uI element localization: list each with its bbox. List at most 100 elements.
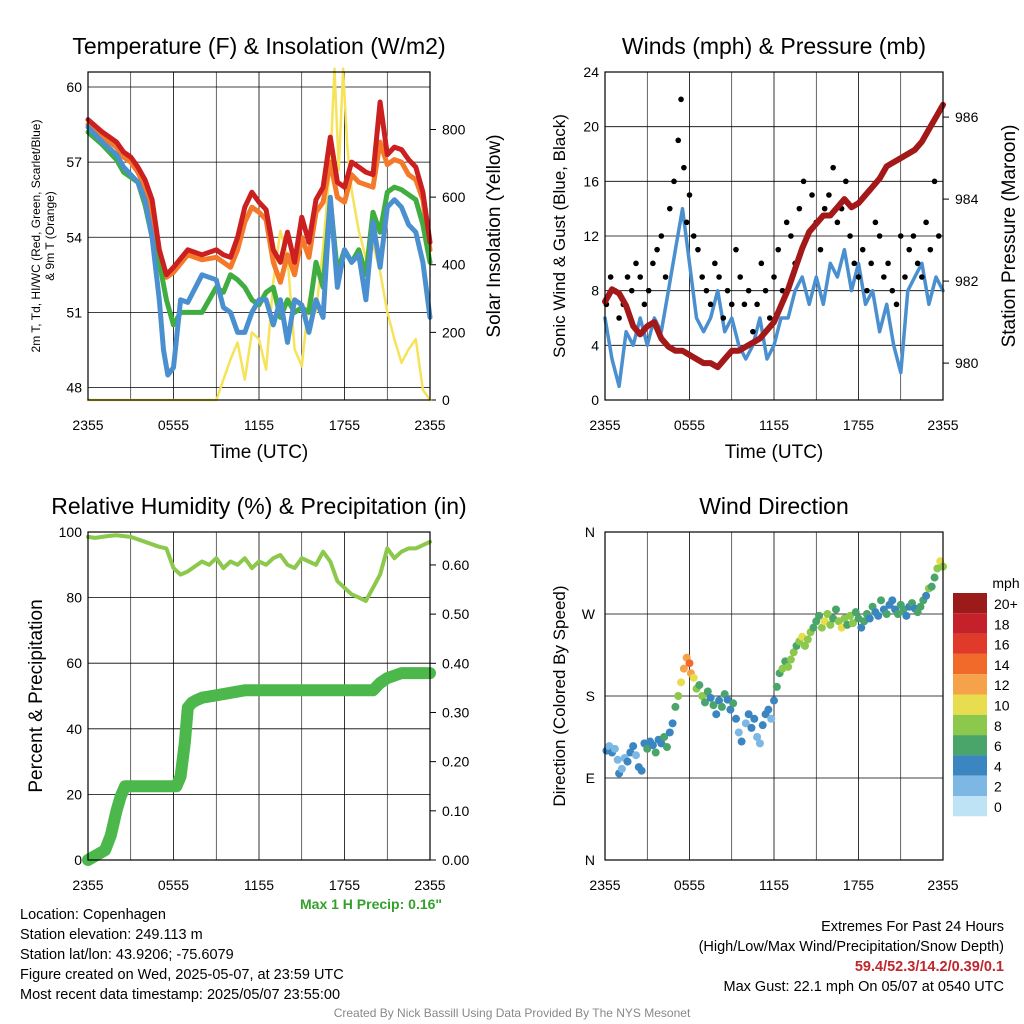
wind-gust-point xyxy=(843,178,849,185)
temp-ytick-label: 51 xyxy=(66,304,82,320)
rh-xtick-label: 2355 xyxy=(72,877,103,893)
rh-frame xyxy=(87,531,431,861)
wind-title: Winds (mph) & Pressure (mb) xyxy=(622,33,926,59)
temp-frame xyxy=(87,71,431,401)
wind-gust-point xyxy=(720,315,727,321)
wdir-point xyxy=(717,702,726,711)
wind-gust-point xyxy=(889,287,896,294)
wind-ytick-label: 16 xyxy=(583,173,599,189)
wind-gust-point xyxy=(766,315,773,321)
wind-frame xyxy=(604,71,944,401)
wind-xtick-label: 2355 xyxy=(589,417,620,433)
rh-ylabel: Percent & Precipitation xyxy=(26,599,47,792)
max-gust-text: Max Gust: 22.1 mph On 05/07 at 0540 UTC xyxy=(723,979,1004,995)
wdir-point xyxy=(930,573,939,582)
wind-gust-point xyxy=(897,233,904,239)
wind-gust-point xyxy=(893,301,900,308)
wdir-point xyxy=(631,751,640,760)
extremes-subtitle: (High/Low/Max Wind/Precipitation/Snow De… xyxy=(698,939,1004,955)
wind-gust-point xyxy=(716,274,722,280)
wdir-point xyxy=(922,591,931,600)
wdir-point xyxy=(874,611,883,620)
wind-gust-point xyxy=(637,274,644,280)
wind-gust-point xyxy=(654,246,660,253)
wind-y2tick-label: 982 xyxy=(955,273,979,289)
wdir-point xyxy=(784,662,793,671)
station-info: Location: Copenhagen Station elevation: … xyxy=(20,905,344,1005)
wdir-ytick-label: N xyxy=(585,524,595,540)
wind-gust-point xyxy=(607,274,614,280)
wdir-ytick-label: S xyxy=(586,688,595,704)
rh-y2tick-label: 0.30 xyxy=(442,704,469,720)
wdir-point xyxy=(648,741,657,750)
wdir-point xyxy=(848,619,857,628)
wind-gust-point xyxy=(650,260,656,267)
wind-gust-point xyxy=(628,287,635,294)
rh-ytick-label: 40 xyxy=(66,721,82,737)
wind-xtick-label: 2355 xyxy=(927,417,958,433)
wind-gust-point xyxy=(931,178,938,185)
temp-xtick-label: 2355 xyxy=(72,417,103,433)
wind-gust-point xyxy=(658,233,665,239)
wdir-point xyxy=(637,766,646,775)
wind-gust-point xyxy=(678,96,684,103)
wdir-point xyxy=(700,698,709,707)
wdir-point xyxy=(803,635,812,644)
wind-xtick-label: 1155 xyxy=(759,417,789,433)
rh-y2tick-label: 0.20 xyxy=(442,754,469,770)
wind-gust-point xyxy=(745,287,752,294)
wdir-ylabel: Direction (Colored By Speed) xyxy=(550,585,569,806)
wind-gust-point xyxy=(834,219,841,226)
wdir-point xyxy=(706,693,715,702)
wdir-point xyxy=(800,641,809,650)
wdir-legend-label: 18 xyxy=(994,616,1010,632)
wdir-point xyxy=(851,608,860,617)
wdir-legend-title: mph xyxy=(992,575,1019,591)
wind-gust-point xyxy=(859,246,866,253)
temp-y2tick-label: 400 xyxy=(442,257,466,273)
wdir-point xyxy=(731,714,740,723)
wdir-point xyxy=(755,739,764,748)
wdir-point xyxy=(610,744,619,753)
location-text: Location: Copenhagen xyxy=(20,907,166,923)
wdir-point xyxy=(916,602,925,611)
wdir-xtick-label: 1155 xyxy=(759,877,789,893)
wdir-point xyxy=(758,721,767,730)
wind-gust-point xyxy=(733,246,739,253)
wind-gust-point xyxy=(762,287,769,294)
wind-gust-point xyxy=(728,301,735,308)
rh-series-rh xyxy=(86,533,432,603)
wind-series-maroon xyxy=(602,101,946,371)
rh-ytick-label: 80 xyxy=(66,590,82,606)
wind-ytick-label: 20 xyxy=(583,119,599,135)
wind-gust-point xyxy=(686,192,693,198)
wdir-point xyxy=(677,678,686,687)
temp-xtick-label: 1155 xyxy=(244,417,274,433)
wind-gust-point xyxy=(666,205,673,212)
rh-xtick-label: 1755 xyxy=(329,877,360,893)
wind-gust-point xyxy=(864,287,870,294)
wdir-point xyxy=(817,623,826,632)
wind-gust-point xyxy=(923,219,929,226)
wdir-point xyxy=(709,701,718,710)
temp-series-yellow xyxy=(86,67,432,402)
wdir-ytick-label: E xyxy=(586,770,595,786)
extremes-info: Extremes For Past 24 Hours (High/Low/Max… xyxy=(699,917,1004,997)
wdir-point xyxy=(651,748,660,757)
wdir-legend-swatch xyxy=(953,796,987,817)
wdir-point xyxy=(729,699,738,708)
wdir-legend-label: 16 xyxy=(994,637,1010,653)
wdir-legend-label: 8 xyxy=(994,718,1002,734)
wdir-point xyxy=(689,673,698,682)
wind-ylabel: Sonic Wind & Gust (Blue, Black) xyxy=(550,114,569,358)
wind-xlabel: Time (UTC) xyxy=(725,442,824,463)
wdir-point xyxy=(741,719,750,728)
wind-gust-point xyxy=(750,328,756,335)
temp-y2label: Solar Insolation (Yellow) xyxy=(484,134,505,337)
wdir-point xyxy=(815,611,824,620)
wind-gust-point xyxy=(683,219,690,226)
wdir-point xyxy=(927,582,936,591)
wind-gust-point xyxy=(935,233,942,239)
wdir-xtick-label: 1755 xyxy=(843,877,874,893)
wdir-point xyxy=(831,605,840,614)
